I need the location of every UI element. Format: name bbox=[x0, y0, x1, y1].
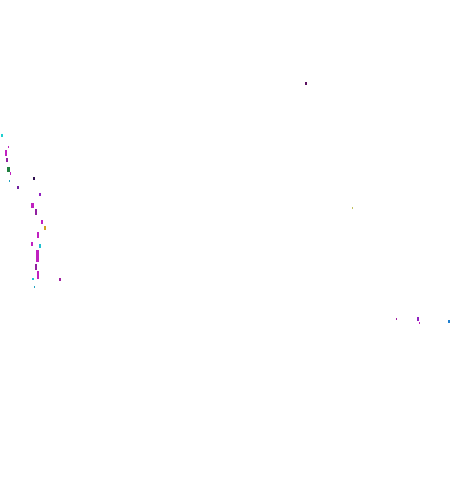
pixel bbox=[31, 203, 34, 208]
pixel bbox=[305, 82, 307, 85]
pixel bbox=[39, 193, 41, 196]
pixel bbox=[59, 278, 61, 281]
pixel bbox=[39, 244, 41, 248]
pixel bbox=[17, 186, 19, 189]
pixel bbox=[32, 278, 34, 280]
pixel bbox=[352, 207, 353, 209]
pixel bbox=[9, 180, 10, 182]
pixel bbox=[37, 232, 39, 238]
pixel bbox=[33, 177, 35, 180]
pixel bbox=[7, 167, 10, 172]
pixel bbox=[44, 226, 46, 230]
pixel bbox=[5, 150, 7, 156]
pixel bbox=[1, 134, 3, 137]
pixel bbox=[448, 320, 450, 323]
pixel bbox=[34, 286, 35, 288]
pixel bbox=[8, 146, 9, 148]
pixel bbox=[36, 250, 39, 262]
pixel bbox=[417, 317, 419, 321]
pixel bbox=[396, 318, 397, 320]
pixel-noise bbox=[1, 82, 450, 324]
pixel bbox=[6, 158, 8, 162]
pixel bbox=[37, 271, 39, 279]
pixel bbox=[35, 209, 37, 215]
pixel bbox=[419, 322, 420, 324]
pixel bbox=[31, 242, 33, 246]
pixel bbox=[35, 264, 37, 270]
pixel bbox=[10, 172, 11, 175]
pixel bbox=[41, 220, 43, 224]
